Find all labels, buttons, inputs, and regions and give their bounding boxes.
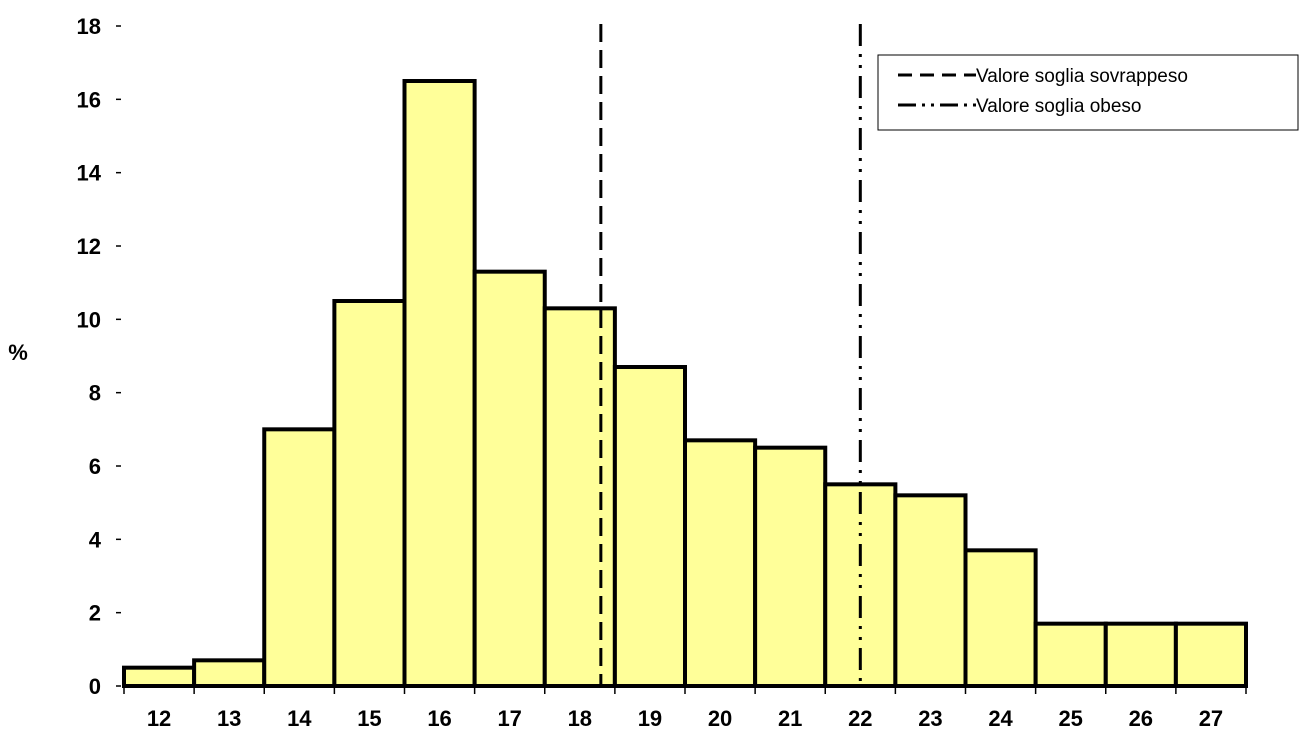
y-tick-label-18: 18 <box>77 14 101 39</box>
x-tick-label-26: 26 <box>1129 706 1153 731</box>
bar-23 <box>893 493 968 689</box>
x-tick-label-15: 15 <box>357 706 381 731</box>
reference-lines-group <box>599 24 862 686</box>
bar-12 <box>122 665 197 689</box>
bar-26 <box>1103 621 1178 689</box>
x-tick-label-24: 24 <box>988 706 1013 731</box>
y-tick-label-10: 10 <box>77 307 101 332</box>
bar-24 <box>963 548 1038 688</box>
y-tick-label-8: 8 <box>89 381 101 406</box>
x-tick-label-12: 12 <box>147 706 171 731</box>
x-tick-label-13: 13 <box>217 706 241 731</box>
y-tick-label-14: 14 <box>77 161 102 186</box>
bar-25 <box>1033 621 1108 689</box>
y-tick-label-16: 16 <box>77 87 101 112</box>
bars-group <box>122 79 1248 689</box>
x-tick-label-22: 22 <box>848 706 872 731</box>
bar-20 <box>683 438 758 689</box>
legend: Valore soglia sovrappeso Valore soglia o… <box>877 54 1299 131</box>
y-tick-label-0: 0 <box>89 674 101 699</box>
y-tick-label-2: 2 <box>89 601 101 626</box>
legend-entry-obeso: Valore soglia obeso <box>976 96 1141 117</box>
x-tick-label-17: 17 <box>497 706 521 731</box>
bar-16 <box>402 79 477 688</box>
x-tick-label-20: 20 <box>708 706 732 731</box>
x-tick-label-27: 27 <box>1199 706 1223 731</box>
bar-21 <box>753 445 828 688</box>
y-tick-label-6: 6 <box>89 454 101 479</box>
bar-27 <box>1173 621 1248 689</box>
x-tick-label-14: 14 <box>287 706 312 731</box>
x-tick-label-16: 16 <box>427 706 451 731</box>
axes-group: 12 13 14 15 16 17 18 19 20 21 22 23 24 25 26 2702468101… <box>77 14 1247 731</box>
x-tick-label-19: 19 <box>638 706 662 731</box>
x-tick-label-18: 18 <box>568 706 592 731</box>
y-tick-label-4: 4 <box>89 527 102 552</box>
bar-15 <box>332 299 407 688</box>
legend-box <box>877 54 1299 131</box>
x-tick-label-21: 21 <box>778 706 802 731</box>
bar-14 <box>262 427 337 688</box>
x-tick-label-23: 23 <box>918 706 942 731</box>
legend-entry-sovrappeso: Valore soglia sovrappeso <box>976 66 1188 87</box>
bar-17 <box>472 269 547 688</box>
bar-18 <box>542 306 617 688</box>
y-axis-label: % <box>8 340 28 365</box>
y-tick-label-12: 12 <box>77 234 101 259</box>
bar-13 <box>192 658 267 688</box>
x-tick-label-25: 25 <box>1058 706 1082 731</box>
bar-19 <box>612 365 687 688</box>
